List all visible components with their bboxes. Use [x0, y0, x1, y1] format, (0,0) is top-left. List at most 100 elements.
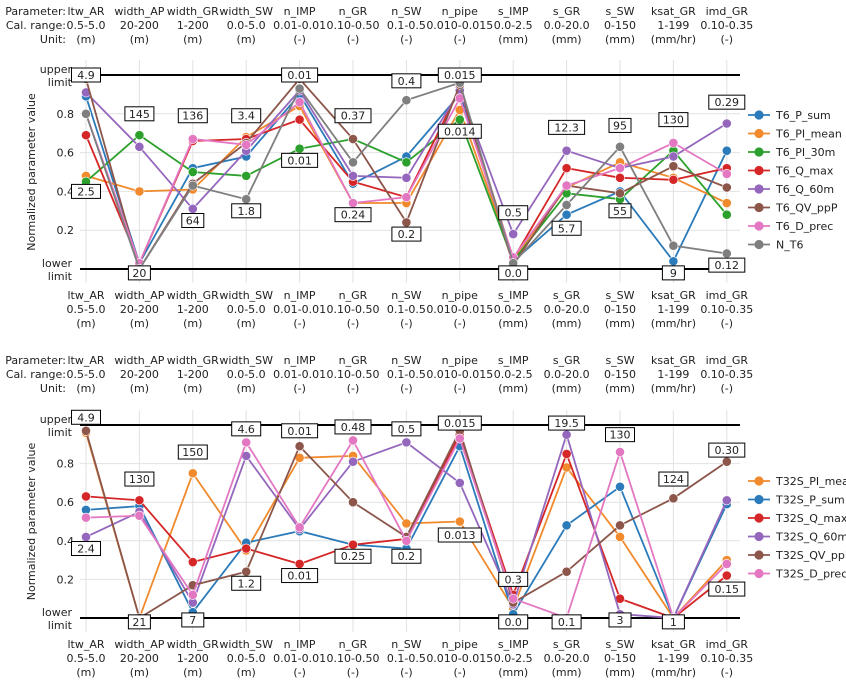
upper-annotation: 0.29 — [708, 94, 746, 110]
annotation-box — [334, 108, 372, 124]
data-point — [241, 437, 252, 448]
annotation-label: 3.4 — [237, 110, 255, 123]
header-tick-label: 0.0-5.0 — [227, 19, 266, 32]
header-tick-label: 0.5-5.0 — [67, 368, 106, 381]
data-point — [454, 114, 465, 125]
annotation-label: 1.8 — [237, 205, 255, 218]
header-tick-label: (mm) — [498, 33, 528, 46]
annotation-box — [177, 444, 208, 460]
x-tick-label: imd_GR — [706, 638, 749, 651]
annotation-box — [605, 427, 635, 443]
header-tick-label: n_GR — [339, 354, 368, 367]
x-tick-label: s_SW — [605, 289, 634, 302]
x-tick-label: width_AP — [114, 289, 164, 302]
header-tick-label: (m) — [76, 382, 95, 395]
x-tick-label: 0.10-0.35 — [700, 303, 753, 316]
header-tick-label: (m) — [130, 382, 149, 395]
upper-annotation: 0.01 — [281, 67, 319, 83]
header-tick-label: 1-199 — [657, 19, 689, 32]
x-tick-label: (mm) — [498, 317, 528, 330]
data-point — [187, 589, 198, 600]
x-tick-label: (m) — [76, 666, 95, 679]
annotation-label: 5.7 — [558, 222, 576, 235]
header-tick-label: (-) — [454, 382, 467, 395]
annotation-box — [181, 612, 205, 628]
header-tick-label: 0.0-5.0 — [227, 368, 266, 381]
data-point — [81, 491, 91, 502]
header-tick-label: 0.010-0.015 — [426, 368, 493, 381]
header-tick-label: ltw_AR — [67, 5, 104, 18]
annotation-label: 0.48 — [341, 421, 366, 434]
header-tick-label: n_pipe — [442, 354, 478, 367]
annotation-box — [498, 614, 529, 630]
annotation-label: 0.01 — [287, 425, 312, 438]
upper-annotation: 0.5 — [498, 205, 529, 221]
legend-entry: T6_D_prec — [775, 220, 833, 233]
header-tick-label: (m) — [130, 33, 149, 46]
upper-annotation: 145 — [124, 106, 155, 122]
upper-annotation: 4.9 — [71, 409, 101, 425]
lower-annotation: 1.2 — [231, 575, 262, 591]
data-point — [615, 188, 625, 199]
header-tick-label: 0-150 — [604, 19, 636, 32]
annotation-box — [498, 265, 529, 281]
header-tick-label: (mm) — [605, 382, 635, 395]
annotation-box — [548, 415, 586, 431]
header-tick-label: width_GR — [167, 354, 219, 367]
annotation-box — [551, 220, 582, 236]
upper-annotation: 0.37 — [334, 108, 372, 124]
header-tick-label: (-) — [347, 33, 360, 46]
annotation-label: 20 — [132, 267, 146, 280]
annotation-label: 95 — [613, 119, 627, 132]
annotation-label: 0.1 — [558, 616, 576, 629]
data-point — [721, 559, 732, 569]
annotation-box — [548, 119, 586, 135]
lower-annotation: 1 — [661, 614, 685, 630]
annotation-label: 0.25 — [341, 550, 366, 563]
x-tick-label: 1-199 — [657, 303, 689, 316]
annotation-label: 0.29 — [715, 96, 740, 109]
data-point — [134, 510, 145, 521]
annotation-label: 0.01 — [287, 570, 312, 583]
lower-annotation: 1.8 — [231, 203, 262, 219]
x-tick-label: 1-200 — [177, 652, 209, 665]
data-point — [668, 137, 679, 148]
annotation-box — [124, 471, 155, 487]
annotation-box — [71, 541, 101, 557]
x-tick-label: (-) — [400, 317, 413, 330]
header-tick-label: (m) — [76, 33, 95, 46]
annotation-label: 0.15 — [715, 583, 740, 596]
data-point — [348, 198, 358, 208]
annotation-box — [708, 581, 746, 597]
data-point — [348, 497, 358, 508]
header-tick-label: s_GR — [553, 354, 581, 367]
data-point — [668, 151, 679, 162]
upper-annotation: 136 — [177, 108, 208, 124]
upper-annotation: 0.30 — [708, 442, 746, 458]
data-point — [454, 516, 465, 527]
data-point — [81, 130, 91, 141]
header-tick-label: 0.0-2.5 — [494, 19, 533, 32]
data-point — [561, 200, 572, 210]
upper-annotation: 0.015 — [437, 67, 482, 83]
data-point — [401, 217, 412, 228]
legend-entry: T32S_PI_mean — [775, 475, 846, 488]
data-point — [294, 441, 305, 452]
annotation-label: 0.013 — [444, 529, 476, 542]
legend-entry: T32S_Q_max — [775, 512, 846, 525]
annotation-box — [124, 106, 155, 122]
header-tick-label: 0.0-20.0 — [544, 368, 590, 381]
x-tick-label: 0.0-20.0 — [544, 303, 590, 316]
annotation-box — [231, 421, 262, 437]
annotation-box — [708, 94, 746, 110]
legend-entry: T32S_Q_60m — [775, 531, 846, 544]
data-point — [134, 130, 145, 141]
data-point — [615, 447, 625, 457]
header-tick-label: 0.1-0.5 — [387, 368, 426, 381]
annotation-label: 0.5 — [398, 423, 416, 436]
data-point — [721, 209, 732, 220]
header-tick-label: (-) — [400, 33, 413, 46]
legend-marker — [754, 147, 764, 157]
x-tick-label: n_SW — [391, 289, 421, 302]
annotation-box — [334, 419, 372, 435]
